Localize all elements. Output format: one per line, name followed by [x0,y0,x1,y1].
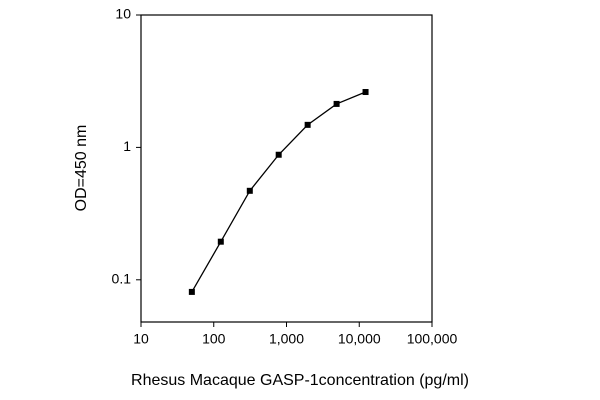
x-tick-label: 100,000 [407,331,458,347]
data-point [275,151,282,158]
y-tick-label: 10 [115,6,131,22]
data-point [304,121,311,128]
data-point [188,288,195,295]
y-tick-label: 0.1 [112,270,132,286]
series-line [191,91,366,293]
data-point [362,89,369,96]
y-axis-title: OD=450 nm [73,125,90,212]
x-tick-label: 100 [202,331,226,347]
data-point [333,100,340,107]
y-tick-label: 1 [123,138,131,154]
x-tick-label: 1,000 [269,331,304,347]
x-tick-label: 10,000 [338,331,381,347]
x-tick-label: 10 [133,331,149,347]
plot-frame [140,14,433,323]
data-point [217,238,224,245]
data-point [246,187,253,194]
x-axis-title: Rhesus Macaque GASP-1concentration (pg/m… [131,372,469,389]
